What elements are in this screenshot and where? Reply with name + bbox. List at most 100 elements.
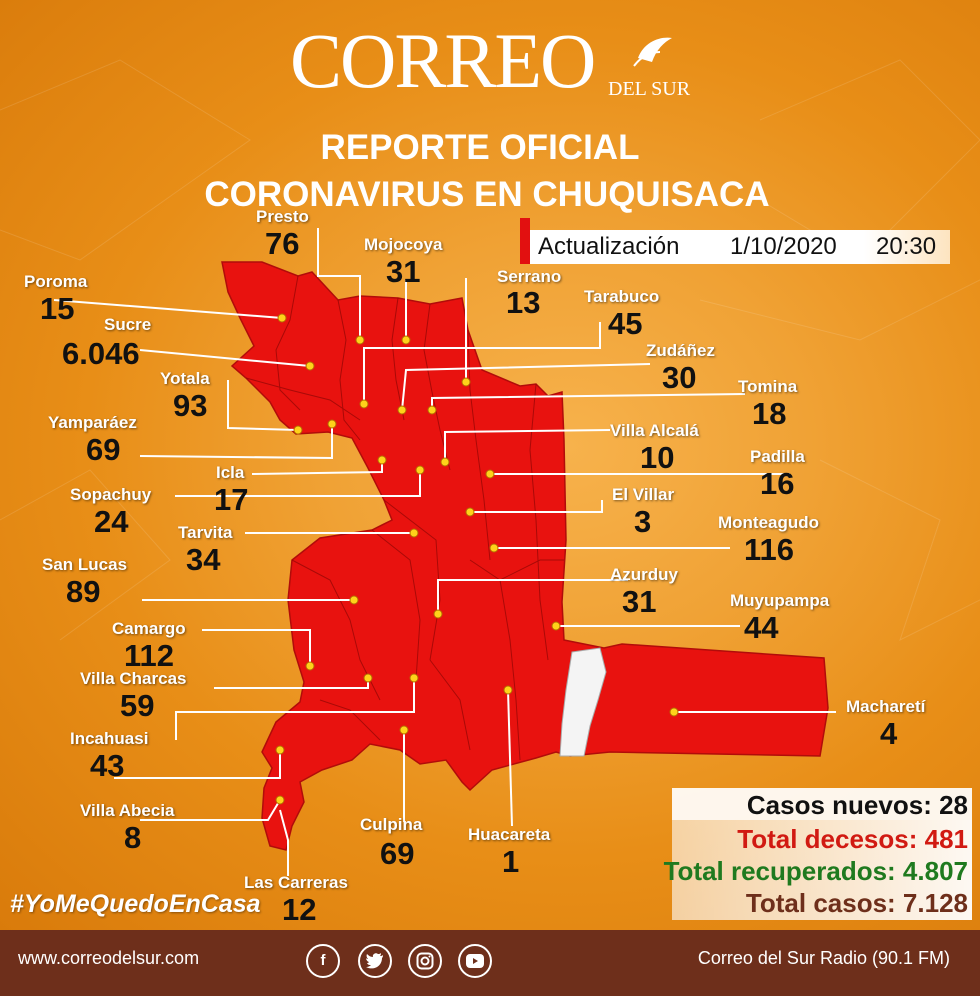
label-san-lucas: San Lucas (42, 555, 128, 574)
dot-villa-charcas (363, 673, 373, 683)
logo-main-text: CORREO (290, 17, 596, 104)
leaf-icon (633, 37, 672, 67)
cases-incahuasi: 43 (90, 748, 125, 783)
dot-presto (355, 335, 365, 345)
update-time: 20:30 (876, 233, 937, 260)
label-villa-alcala: Villa Alcalá (610, 421, 699, 440)
label-serrano: Serrano (497, 267, 562, 286)
update-accent (520, 218, 530, 264)
cases-camargo: 112 (124, 638, 175, 673)
stats-panel-bg (672, 788, 972, 820)
department-shape (221, 261, 829, 851)
label-yamparaez: Yamparáez (48, 413, 137, 432)
dot-incahuasi (409, 673, 419, 683)
footer-website[interactable]: www.correodelsur.com (18, 948, 200, 968)
cases-yamparaez: 69 (86, 432, 121, 467)
youtube-icon[interactable] (458, 944, 492, 978)
dot-villa-abecia (275, 745, 285, 755)
cases-presto: 76 (265, 226, 300, 261)
label-sucre: Sucre (104, 315, 152, 334)
label-icla: Icla (216, 463, 245, 482)
cases-culpina: 69 (380, 836, 415, 871)
dot-culpina (399, 725, 409, 735)
dot-las-carreras (275, 795, 285, 805)
label-culpina: Culpina (360, 815, 423, 834)
cases-padilla: 16 (760, 466, 795, 501)
dot-padilla (485, 469, 495, 479)
label-tarvita: Tarvita (178, 523, 233, 542)
label-tomina: Tomina (738, 377, 798, 396)
footer: www.correodelsur.com f Correo del Sur Ra… (0, 930, 980, 996)
dot-yotala (293, 425, 303, 435)
label-mojocoya: Mojocoya (364, 235, 443, 254)
dot-monteagudo (489, 543, 499, 553)
cases-el-villar: 3 (634, 504, 652, 539)
label-yotala: Yotala (160, 369, 210, 388)
dot-machareti (669, 707, 679, 717)
stat-deaths: Total decesos: 481 (737, 824, 968, 854)
label-villa-abecia: Villa Abecia (80, 801, 175, 820)
label-azurduy: Azurduy (610, 565, 678, 584)
label-tarabuco: Tarabuco (584, 287, 660, 306)
update-bar: Actualización 1/10/2020 20:30 (520, 218, 950, 264)
cases-zudanez: 30 (662, 360, 697, 395)
dot-poroma (277, 313, 287, 323)
cases-poroma: 15 (40, 291, 75, 326)
municipality-dots (275, 313, 679, 805)
cases-yotala: 93 (173, 388, 208, 423)
label-camargo: Camargo (112, 619, 186, 638)
facebook-icon[interactable]: f (306, 944, 340, 978)
dot-huacareta (503, 685, 513, 695)
stat-total: Total casos: 7.128 (745, 888, 968, 918)
twitter-icon[interactable] (358, 944, 392, 978)
label-monteagudo: Monteagudo (718, 513, 820, 532)
instagram-icon[interactable] (408, 944, 442, 978)
stat-recovered: Total recuperados: 4.807 (663, 856, 968, 886)
chuquisaca-map (0, 59, 980, 876)
label-el-villar: El Villar (612, 485, 675, 504)
logo: CORREO DEL SUR (290, 22, 710, 107)
cases-sucre: 6.046 (62, 336, 140, 371)
cases-sopachuy: 24 (94, 504, 129, 539)
stats-fade (672, 820, 972, 920)
cases-villa-alcala: 10 (640, 440, 675, 475)
cases-serrano: 13 (506, 285, 541, 320)
label-villa-charcas: Villa Charcas (80, 669, 187, 688)
dot-san-lucas (349, 595, 359, 605)
cases-mojocoya: 31 (386, 254, 421, 289)
dot-mojocoya (401, 335, 411, 345)
dot-yamparaez (327, 419, 337, 429)
update-date: 1/10/2020 (730, 233, 837, 260)
dot-azurduy (433, 609, 443, 619)
dot-tarvita (409, 528, 419, 538)
label-padilla: Padilla (750, 447, 805, 466)
label-incahuasi: Incahuasi (70, 729, 149, 748)
report-subtitle: CORONAVIRUS EN CHUQUISACA (204, 175, 770, 214)
label-presto: Presto (256, 207, 309, 226)
label-huacareta: Huacareta (468, 825, 551, 844)
dot-el-villar (465, 507, 475, 517)
cases-monteagudo: 116 (744, 532, 795, 567)
dot-sucre (305, 361, 315, 371)
cases-villa-charcas: 59 (120, 688, 155, 723)
label-sopachuy: Sopachuy (70, 485, 152, 504)
label-poroma: Poroma (24, 272, 88, 291)
cases-muyupampa: 44 (744, 610, 779, 645)
dot-icla (377, 455, 387, 465)
cases-san-lucas: 89 (66, 574, 101, 609)
footer-radio[interactable]: Correo del Sur Radio (90.1 FM) (697, 948, 950, 968)
cases-icla: 17 (214, 482, 249, 517)
cases-villa-abecia: 8 (124, 820, 142, 855)
logo-sub-text: DEL SUR (608, 78, 691, 100)
dot-muyupampa (551, 621, 561, 631)
cases-machareti: 4 (880, 716, 898, 751)
dot-tarabuco (359, 399, 369, 409)
cases-tarabuco: 45 (608, 306, 643, 341)
update-label: Actualización (538, 233, 680, 260)
stat-new-cases: Casos nuevos: 28 (746, 790, 968, 820)
cases-tarvita: 34 (186, 542, 221, 577)
cases-tomina: 18 (752, 396, 787, 431)
dot-zudanez (397, 405, 407, 415)
hashtag: #YoMeQuedoEnCasa (10, 890, 261, 918)
label-muyupampa: Muyupampa (730, 591, 830, 610)
